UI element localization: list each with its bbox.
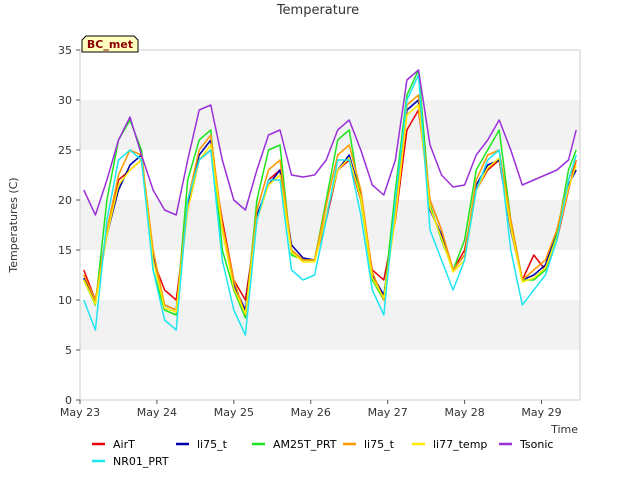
legend-label: li75_t	[364, 438, 395, 451]
y-tick-label: 30	[58, 94, 72, 107]
y-axis-ticks: 0 5 10 15 20 25 30 35	[58, 44, 80, 407]
y-tick-label: 20	[58, 194, 72, 207]
y-tick-label: 15	[58, 244, 72, 257]
series-lines	[83, 69, 577, 336]
x-tick-label: May 24	[137, 406, 177, 419]
legend-label: li77_temp	[433, 438, 487, 451]
legend: AirT li75_t AM25T_PRT li75_t li77_temp Tsonic…	[92, 438, 553, 468]
legend-label: li75_t	[197, 438, 228, 451]
x-tick-label: May 25	[214, 406, 254, 419]
plot-frame	[79, 49, 581, 401]
background-band	[80, 300, 580, 350]
series-line	[83, 69, 577, 216]
x-tick-label: May 29	[521, 406, 561, 419]
y-axis-label: Temperatures (C)	[7, 177, 20, 273]
chart-title: Temperature	[276, 3, 359, 18]
site-label: BC_met	[87, 38, 133, 51]
x-axis-ticks: May 23 May 24 May 25 May 26 May 27 May 28 May …	[60, 400, 562, 419]
site-label-box	[81, 35, 139, 53]
series-line	[83, 74, 577, 336]
y-tick-label: 35	[58, 44, 72, 57]
x-tick-label: May 26	[291, 406, 331, 419]
legend-label: NR01_PRT	[113, 455, 169, 468]
y-tick-label: 25	[58, 144, 72, 157]
background-band	[80, 200, 580, 250]
x-tick-label: May 23	[60, 406, 100, 419]
legend-label: AM25T_PRT	[273, 438, 337, 451]
x-tick-label: May 27	[368, 406, 408, 419]
y-tick-label: 0	[65, 394, 72, 407]
site-label-badge: BC_met	[81, 35, 139, 53]
background-band	[80, 100, 580, 150]
y-tick-label: 10	[58, 294, 72, 307]
x-axis-label: Time	[550, 423, 578, 436]
series-line	[83, 69, 577, 319]
legend-label: Tsonic	[519, 438, 553, 451]
legend-label: AirT	[113, 438, 135, 451]
y-tick-label: 5	[65, 344, 72, 357]
background-bands	[80, 100, 580, 350]
x-tick-label: May 28	[444, 406, 484, 419]
